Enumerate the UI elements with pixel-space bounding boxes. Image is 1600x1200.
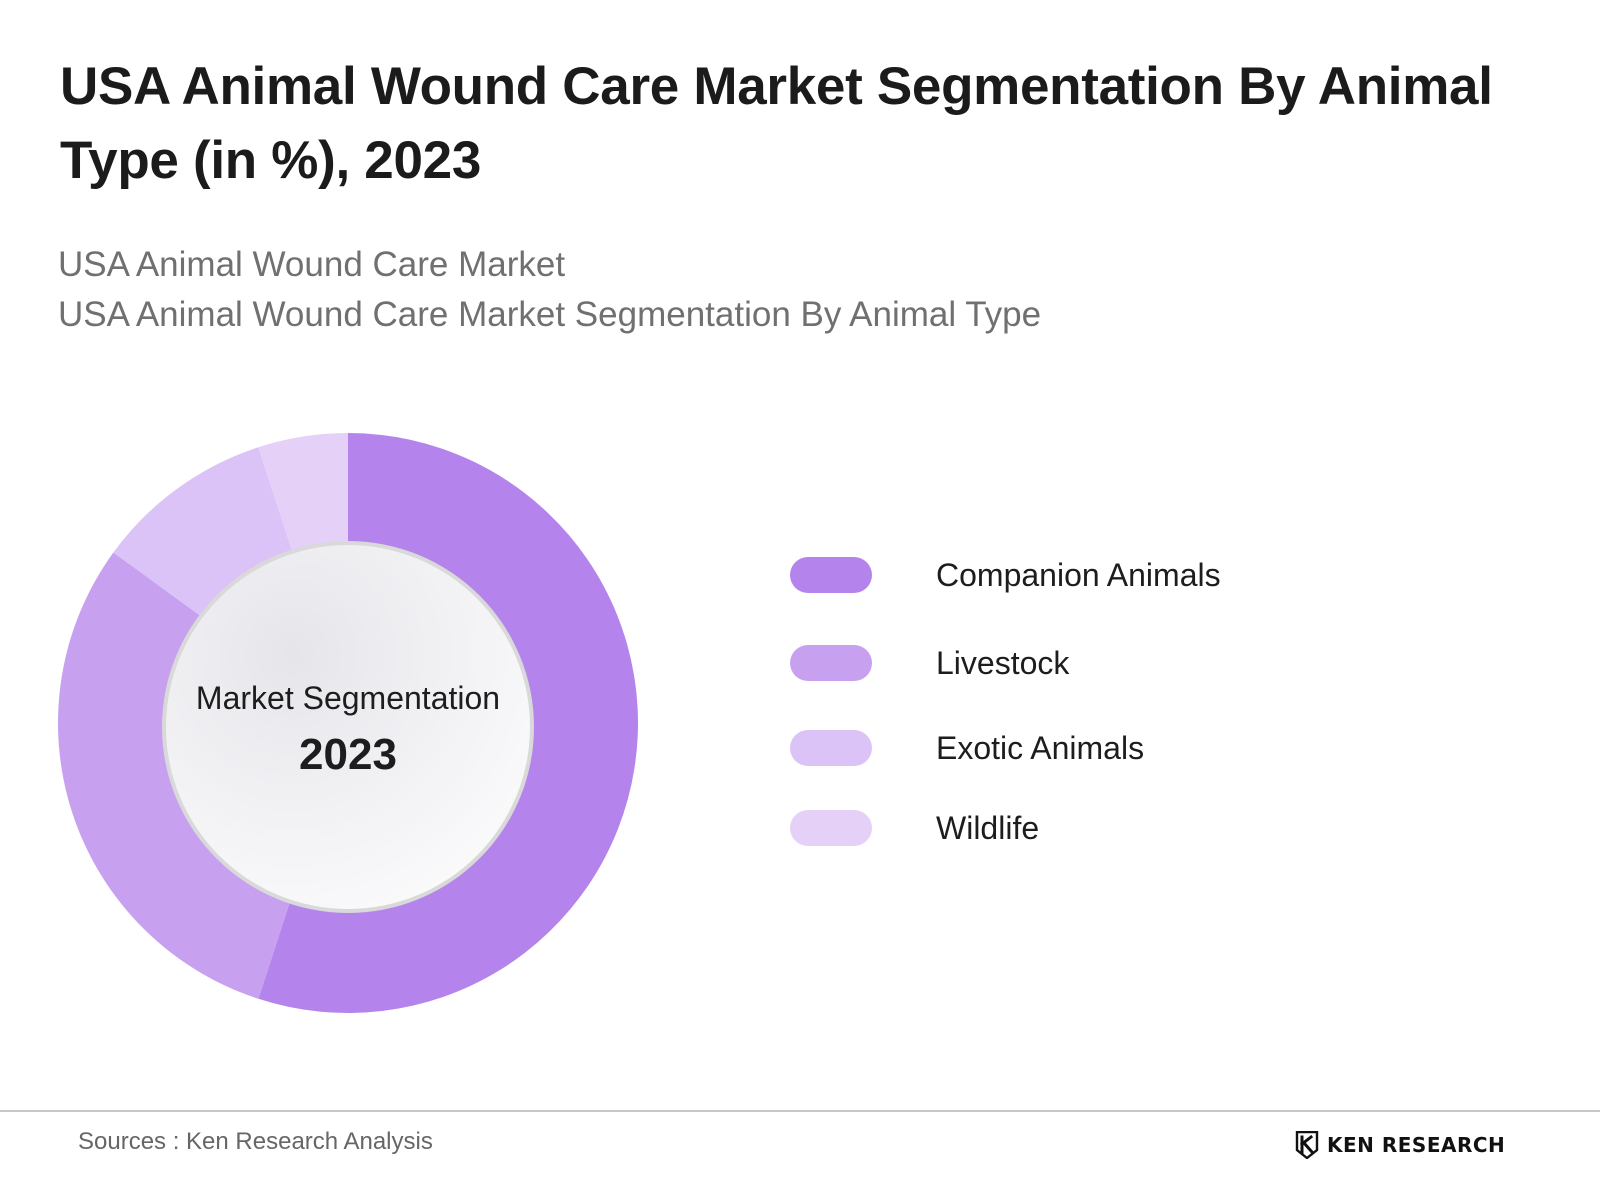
donut-center-year: 2023 xyxy=(299,730,397,779)
legend-label-livestock: Livestock xyxy=(936,645,1070,681)
legend-swatch-exotic-animals xyxy=(790,730,872,766)
chart-subtitle: USA Animal Wound Care Market USA Animal … xyxy=(58,240,1458,340)
donut-slice-companion-animals xyxy=(258,433,638,1014)
legend-swatch-livestock xyxy=(790,645,872,681)
legend-label-companion-animals: Companion Animals xyxy=(936,557,1221,593)
brand-name: KEN RESEARCH xyxy=(1327,1133,1506,1157)
legend-swatch-companion-animals xyxy=(790,557,872,593)
subtitle-line-1: USA Animal Wound Care Market xyxy=(58,245,566,284)
legend-item-livestock: Livestock xyxy=(790,643,1390,683)
legend-label-exotic-animals: Exotic Animals xyxy=(936,730,1145,766)
subtitle-line-2: USA Animal Wound Care Market Segmentatio… xyxy=(58,295,1042,334)
brand: KEN RESEARCH xyxy=(1295,1130,1505,1160)
legend-item-wildlife: Wildlife xyxy=(790,808,1390,848)
legend-label-wildlife: Wildlife xyxy=(936,810,1040,846)
legend-item-companion-animals: Companion Animals xyxy=(790,555,1390,595)
source-note: Sources : Ken Research Analysis xyxy=(78,1128,433,1155)
donut-center-disc xyxy=(166,545,530,909)
ken-research-logo-icon xyxy=(1295,1131,1319,1159)
donut-center-label: Market Segmentation xyxy=(195,680,501,716)
legend-item-exotic-animals: Exotic Animals xyxy=(790,728,1390,768)
legend-swatch-wildlife xyxy=(790,810,872,846)
donut-chart xyxy=(57,433,638,1014)
footer-divider xyxy=(0,1110,1600,1112)
chart-title: USA Animal Wound Care Market Segmentatio… xyxy=(60,57,1493,190)
